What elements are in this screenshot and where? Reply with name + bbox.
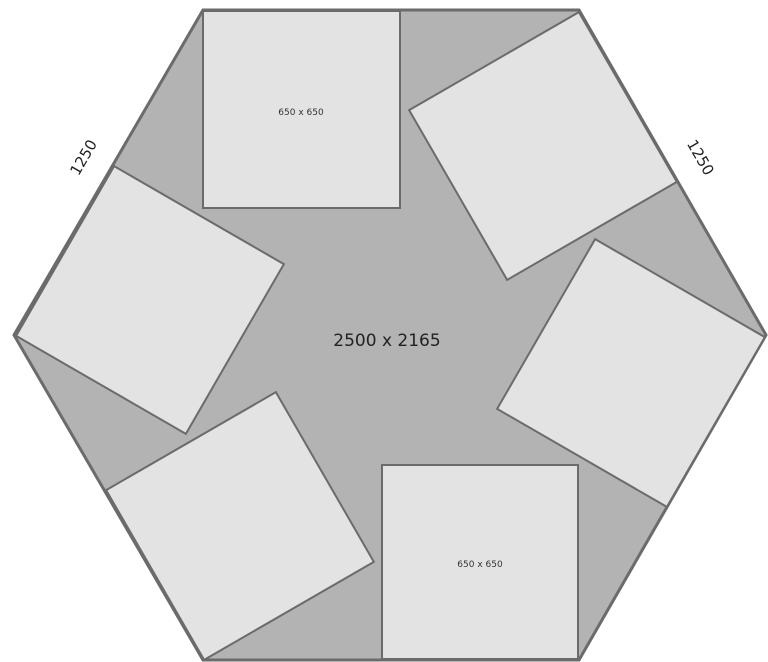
square-tile-right: [495, 237, 767, 509]
square-tile-top: [202, 10, 401, 209]
tile-size-label-top: 650 x 650: [278, 108, 324, 118]
square-tile-top-right: [407, 10, 679, 282]
square-tile-left: [14, 164, 286, 436]
square-tile-bottom: [381, 464, 579, 660]
side-length-label-left: 1250: [66, 136, 101, 178]
side-length-label-right: 1250: [683, 136, 718, 178]
square-tile-bottom-left: [104, 390, 376, 662]
overall-size-label: 2500 x 2165: [333, 331, 440, 351]
tile-size-label-bottom: 650 x 650: [457, 560, 503, 570]
